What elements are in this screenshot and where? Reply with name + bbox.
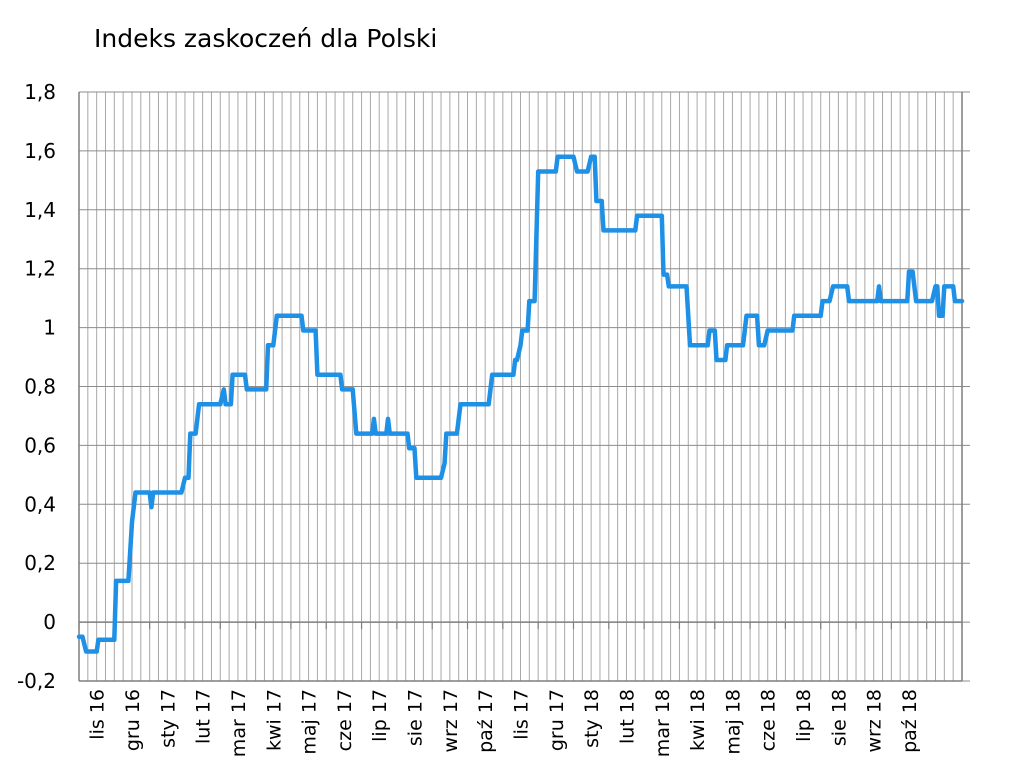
x-tick-label: sty 17 [157,689,179,748]
x-tick-label: lip 17 [369,689,391,742]
x-tick-label: mar 18 [652,689,674,757]
x-tick-label: mar 17 [228,689,250,757]
axes [78,92,963,682]
y-axis-tick-labels: -0,2 0 0,2 0,4 0,6 0,8 1 1,2 1,4 1,6 1,8 [17,80,56,693]
y-tick-label: 0,6 [24,433,56,457]
y-tick-label: 1,2 [24,257,56,281]
y-tick-label: 0,8 [24,375,56,399]
x-tick-label: paź 17 [475,689,497,753]
x-tick-label: cze 18 [758,689,780,751]
x-tick-label: maj 17 [299,689,321,755]
x-tick-label: gru 17 [546,689,568,751]
y-tick-label: 1 [43,316,56,340]
x-tick-label: wrz 18 [864,689,886,753]
y-tick-label: -0,2 [17,669,56,693]
horizontal-gridlines [79,91,970,682]
y-tick-label: 1,6 [24,139,56,163]
x-tick-label: lip 18 [793,689,815,742]
x-tick-label: lut 17 [193,689,215,744]
x-tick-label: kwi 17 [263,689,285,751]
x-tick-label: cze 17 [334,689,356,751]
x-tick-label: lut 18 [616,689,638,744]
y-tick-label: 0,2 [24,551,56,575]
chart-title: Indeks zaskoczeń dla Polski [94,24,438,53]
y-tick-label: 1,8 [24,80,56,104]
x-tick-label: sie 18 [828,689,850,746]
x-tick-label: lis 16 [87,689,109,740]
x-tick-label: sty 18 [581,689,603,748]
x-tick-label: lis 17 [511,689,533,740]
x-tick-label: sie 17 [405,689,427,746]
series-line [76,154,965,654]
y-tick-label: 0,4 [24,492,56,516]
series-group [76,154,965,654]
x-tick-label: maj 18 [722,689,744,755]
x-tick-label: paź 18 [899,689,921,753]
x-axis-tick-labels: lis 16 gru 16 sty 17 lut 17 mar 17 kwi 17 maj … [87,689,921,757]
x-tick-label: wrz 17 [440,689,462,753]
x-tick-label: gru 16 [122,689,144,751]
y-tick-label: 1,4 [24,198,56,222]
y-tick-label: 0 [43,610,56,634]
x-tick-label: kwi 18 [687,689,709,751]
